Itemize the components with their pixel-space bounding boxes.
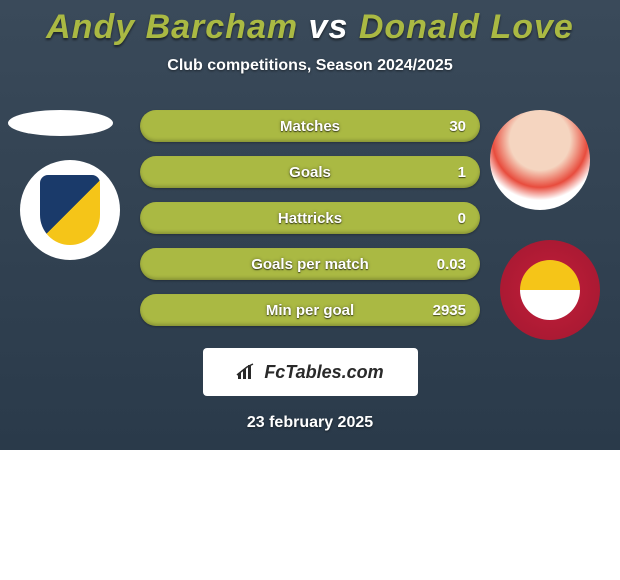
stat-label: Matches (280, 118, 340, 135)
source-logo: FcTables.com (203, 348, 418, 396)
crest-circle-icon (520, 260, 580, 320)
stat-value-right: 0.03 (437, 256, 466, 273)
date-text: 23 february 2025 (0, 414, 620, 432)
stat-bars: Matches 30 Goals 1 Hattricks 0 Goals per… (140, 110, 480, 340)
stat-bar: Goals 1 (140, 156, 480, 188)
player1-avatar (8, 110, 113, 136)
stat-value-right: 30 (449, 118, 466, 135)
stat-label: Hattricks (278, 210, 342, 227)
logo-text: FcTables.com (264, 362, 383, 383)
stat-bar: Goals per match 0.03 (140, 248, 480, 280)
stats-area: Matches 30 Goals 1 Hattricks 0 Goals per… (0, 110, 620, 340)
player2-club-crest (500, 240, 600, 340)
stat-label: Min per goal (266, 302, 354, 319)
page-title: Andy Barcham vs Donald Love (0, 8, 620, 47)
player1-club-crest (20, 160, 120, 260)
stat-bar: Min per goal 2935 (140, 294, 480, 326)
stat-value-right: 0 (458, 210, 466, 227)
infographic-container: Andy Barcham vs Donald Love Club competi… (0, 0, 620, 450)
player1-name: Andy Barcham (46, 8, 298, 46)
stat-value-right: 2935 (433, 302, 466, 319)
subtitle: Club competitions, Season 2024/2025 (0, 57, 620, 75)
stat-bar: Hattricks 0 (140, 202, 480, 234)
stat-bar: Matches 30 (140, 110, 480, 142)
crest-shield-icon (40, 175, 100, 245)
stat-label: Goals (289, 164, 331, 181)
player2-avatar (490, 110, 590, 210)
stat-label: Goals per match (251, 256, 369, 273)
stat-value-right: 1 (458, 164, 466, 181)
bar-chart-icon (236, 363, 258, 381)
player2-name: Donald Love (359, 8, 574, 46)
vs-text: vs (309, 8, 349, 46)
